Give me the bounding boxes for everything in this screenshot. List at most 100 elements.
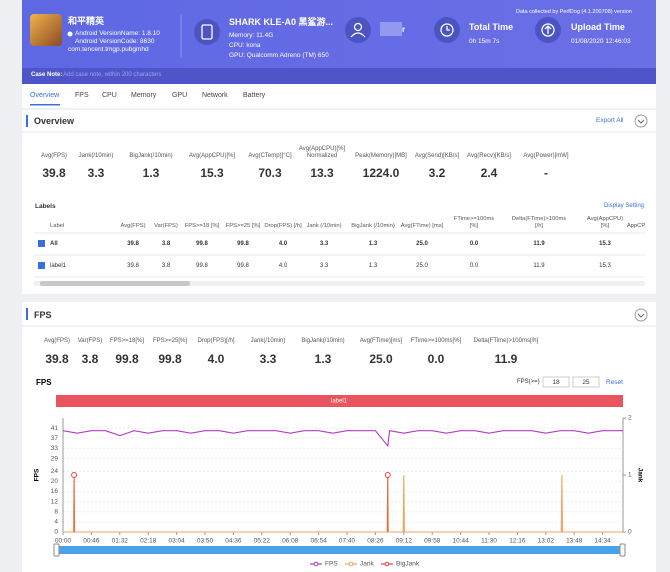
metric-label: Avg(CTemp)[°C]: [248, 152, 292, 159]
column-header: Drop(FPS) [/h]: [264, 223, 302, 230]
case-note-label: Case Note:: [31, 72, 63, 78]
app-icon: [30, 14, 62, 46]
row-label: label1: [50, 263, 67, 269]
cell: 39.8: [127, 263, 139, 269]
metric-label: Avg(AppCPU)[%] Normalized: [298, 145, 346, 159]
metric-label: BigJank(/10min): [301, 338, 345, 344]
threshold-input[interactable]: 18: [552, 379, 560, 386]
cell: 25.0: [416, 263, 428, 269]
metric-value: 2.4: [480, 166, 498, 180]
device-name: SHARK KLE-A0 黑鲨游...: [229, 17, 334, 27]
tab-bar: [22, 84, 656, 108]
cell: 15.3: [599, 241, 611, 247]
case-note-bar: [22, 68, 656, 84]
metric-value: 3.8: [81, 352, 99, 366]
cell: 1.3: [368, 263, 378, 269]
slider-handle[interactable]: [619, 543, 626, 557]
reset-button[interactable]: Reset: [606, 379, 623, 386]
column-header: BigJank (/10min): [351, 223, 395, 230]
labels-title: Labels: [35, 203, 56, 210]
column-header: FPS>=25 [%]: [225, 223, 261, 230]
section-title: Overview: [34, 116, 75, 126]
cell: 39.8: [127, 241, 139, 247]
chevron: [637, 313, 645, 318]
cell: 99.8: [196, 241, 208, 247]
metric-value: 1.3: [314, 352, 332, 366]
export-button[interactable]: Export All: [596, 117, 624, 124]
slider-handle[interactable]: [53, 543, 60, 557]
cell: 4.0: [278, 241, 288, 247]
version-code: Android VersionCode: 8630: [75, 38, 155, 45]
metric-label: Avg(Recv)[KB/s]: [467, 152, 511, 159]
tab[interactable]: Network: [202, 92, 228, 99]
memory: Memory: 11.4G: [229, 32, 274, 39]
cell: 99.8: [237, 263, 249, 269]
cell: 3.3: [319, 263, 329, 269]
column-header: Avg(FPS): [120, 223, 146, 230]
upload-time: 01/08/2020 12:46:03: [571, 38, 631, 45]
tab[interactable]: FPS: [75, 92, 89, 99]
metric-label: FPS>=18[%]: [109, 338, 145, 344]
cell: 1.3: [368, 241, 378, 247]
tab[interactable]: Overview: [30, 92, 60, 99]
metric-label: Avg(Power)[mW]: [523, 152, 569, 159]
metric-label: Var(FPS): [77, 338, 103, 344]
metric-value: 11.9: [494, 352, 518, 366]
tab[interactable]: GPU: [172, 92, 188, 99]
metric-value: -: [544, 166, 548, 180]
column-header: Var(FPS): [154, 223, 178, 230]
column-header: Avg(FTime) [ms]: [400, 223, 444, 230]
collapse-button[interactable]: [634, 308, 648, 322]
collapse-button[interactable]: [634, 114, 648, 128]
row-label: All: [50, 241, 58, 247]
overview-card: [22, 110, 656, 294]
column-header: Jank (/10min): [306, 223, 342, 230]
metric-label: BigJank(/10min): [129, 152, 173, 159]
cell: 4.0: [278, 263, 288, 269]
metric-label: Avg(FPS): [41, 152, 67, 159]
cell: 11.9: [533, 241, 545, 247]
tab[interactable]: Battery: [243, 92, 266, 99]
cell: 99.8: [237, 241, 249, 247]
upload-time-label: Upload Time: [571, 22, 625, 32]
tab[interactable]: Memory: [131, 92, 157, 99]
input-box[interactable]: [572, 376, 600, 388]
metric-value: 39.8: [45, 352, 69, 366]
metric-label: Delta(FTime)>100ms[/h]: [473, 338, 539, 344]
metric-value: 99.8: [115, 352, 139, 366]
metric-label: Jank(/10min): [250, 338, 286, 344]
tab[interactable]: CPU: [102, 92, 117, 99]
metric-value: 1.3: [142, 166, 160, 180]
scroll-thumb[interactable]: [40, 281, 190, 286]
total-time-label: Total Time: [469, 22, 514, 32]
column-header: Label: [50, 223, 65, 230]
metric-label: Avg(Send)[KB/s]: [414, 152, 460, 159]
title-bar: [26, 115, 28, 127]
display-setting[interactable]: Display Setting: [604, 203, 645, 209]
zoom-slider[interactable]: [56, 546, 623, 554]
metric-value: 99.8: [158, 352, 182, 366]
metric-value: 3.3: [87, 166, 105, 180]
case-note-input[interactable]: Add case note, within 200 characters: [63, 72, 162, 78]
metric-value: 4.0: [207, 352, 225, 366]
column-header: Avg(AppCPU) [%]: [586, 216, 624, 230]
package: com.tencent.tmgp.pubgmhd: [68, 46, 149, 53]
metric-label: Avg(FTime)[ms]: [359, 338, 403, 344]
metric-label: Jank(/10min): [78, 152, 114, 159]
metric-value: 3.3: [259, 352, 277, 366]
cell: 11.9: [533, 263, 545, 269]
input-box[interactable]: [542, 376, 570, 388]
cell: 3.8: [161, 263, 171, 269]
section-title: FPS: [34, 310, 52, 320]
blurred-user: [380, 22, 402, 36]
threshold-input[interactable]: 25: [582, 379, 590, 386]
data-source: Data collected by PerfDog (4.1.200708) v…: [516, 9, 632, 15]
total-time: 0h 15m 7s: [469, 38, 500, 45]
checkbox[interactable]: [38, 240, 45, 247]
cpu: CPU: kona: [229, 42, 261, 49]
column-header: FPS>=18 [%]: [184, 223, 220, 230]
checkbox[interactable]: [38, 262, 45, 269]
metric-value: 1224.0: [362, 166, 400, 180]
threshold-label: FPS(>=): [517, 379, 540, 385]
